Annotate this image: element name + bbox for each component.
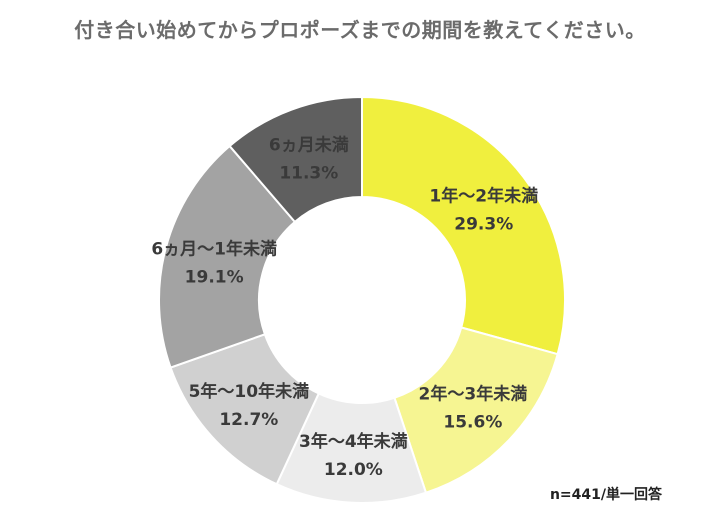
slice-value-0: 29.3% <box>454 214 513 234</box>
sample-note: n=441/単一回答 <box>549 487 662 503</box>
slice-label-4: 6ヵ月～1年未満 <box>151 239 277 260</box>
slice-1 <box>393 326 559 494</box>
slice-value-2: 12.0% <box>324 460 383 480</box>
slice-value-4: 19.1% <box>185 268 244 288</box>
slice-label-0: 1年～2年未満 <box>429 185 538 206</box>
slice-value-3: 12.7% <box>219 410 278 430</box>
slice-label-5: 6ヵ月未満 <box>269 135 349 156</box>
slice-label-3: 5年～10年未満 <box>189 381 310 402</box>
slice-4 <box>158 144 297 369</box>
slice-5 <box>228 95 363 224</box>
slice-value-5: 11.3% <box>279 164 338 184</box>
slice-0 <box>361 95 566 356</box>
chart-title: 付き合い始めてからプロポーズまでの期間を教えてください。 <box>74 18 646 42</box>
slice-value-1: 15.6% <box>443 412 502 432</box>
slice-label-1: 2年～3年未満 <box>419 383 528 404</box>
slice-label-2: 3年～4年未満 <box>299 431 408 452</box>
